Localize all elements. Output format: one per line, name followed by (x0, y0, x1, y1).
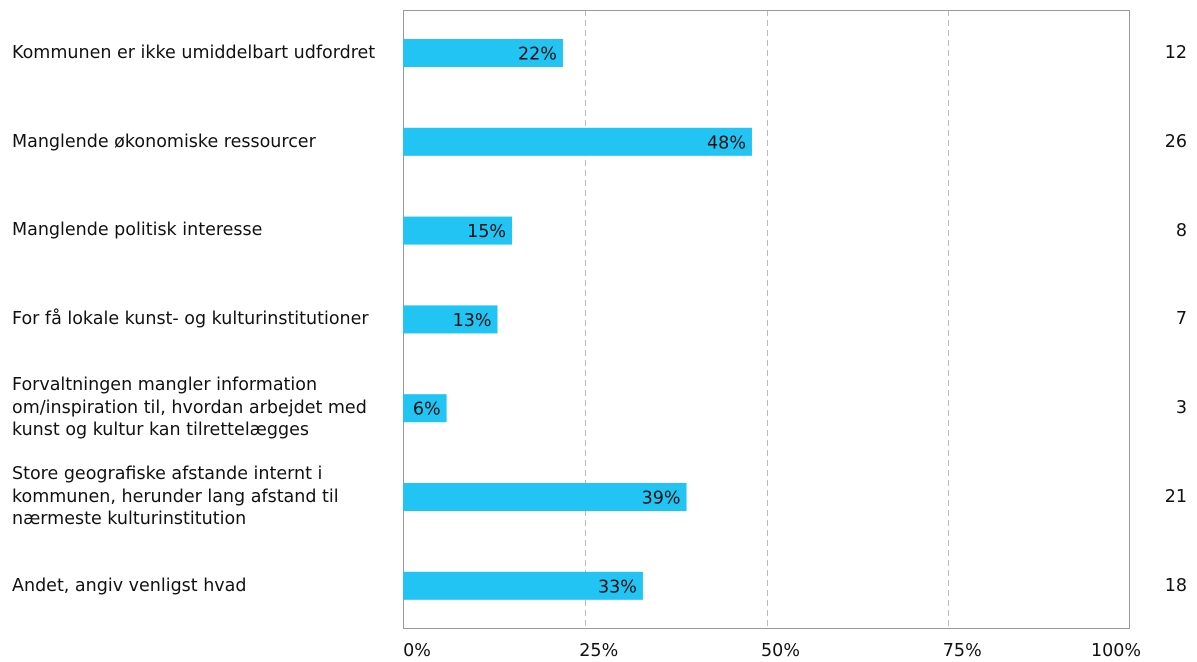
count-label: 3 (1175, 398, 1187, 419)
x-tick-label: 25% (579, 641, 619, 661)
category-label: For få lokale kunst- og kulturinstitutio… (12, 309, 369, 330)
category-label: Forvaltningen mangler information om/ins… (12, 375, 367, 441)
count-label: 18 (1164, 575, 1187, 596)
bar-value-label: 15% (467, 222, 506, 242)
x-tick-label: 100% (1090, 641, 1142, 661)
bar (403, 127, 752, 156)
count-label: 7 (1175, 309, 1187, 330)
bar-value-label: 33% (598, 577, 637, 597)
x-tick-label: 75% (942, 641, 982, 661)
category-label: Manglende økonomiske ressourcer (12, 131, 316, 152)
category-label: Kommunen er ikke umiddelbart udfordret (12, 42, 376, 63)
category-label: Andet, angiv venligst hvad (12, 575, 247, 596)
category-label: Store geografiske afstande internt i kom… (12, 464, 339, 530)
category-label: Manglende politisk interesse (12, 220, 263, 241)
bar-value-label: 39% (642, 489, 681, 509)
bar (403, 305, 498, 334)
bar-value-label: 22% (518, 45, 557, 65)
plot-frame (403, 10, 1130, 629)
bar (403, 394, 447, 423)
bar (403, 483, 687, 511)
bar (403, 39, 563, 67)
x-tick-label: 50% (761, 641, 800, 661)
x-tick-label: 0% (403, 641, 431, 661)
bar (403, 216, 513, 245)
count-label: 8 (1175, 220, 1187, 241)
count-label: 12 (1164, 43, 1187, 63)
count-label: 26 (1164, 131, 1187, 152)
bar-value-label: 48% (707, 133, 746, 153)
bar (403, 571, 643, 600)
bar-value-label: 13% (453, 311, 492, 331)
count-label: 21 (1164, 487, 1187, 507)
bar-value-label: 6% (413, 400, 441, 420)
